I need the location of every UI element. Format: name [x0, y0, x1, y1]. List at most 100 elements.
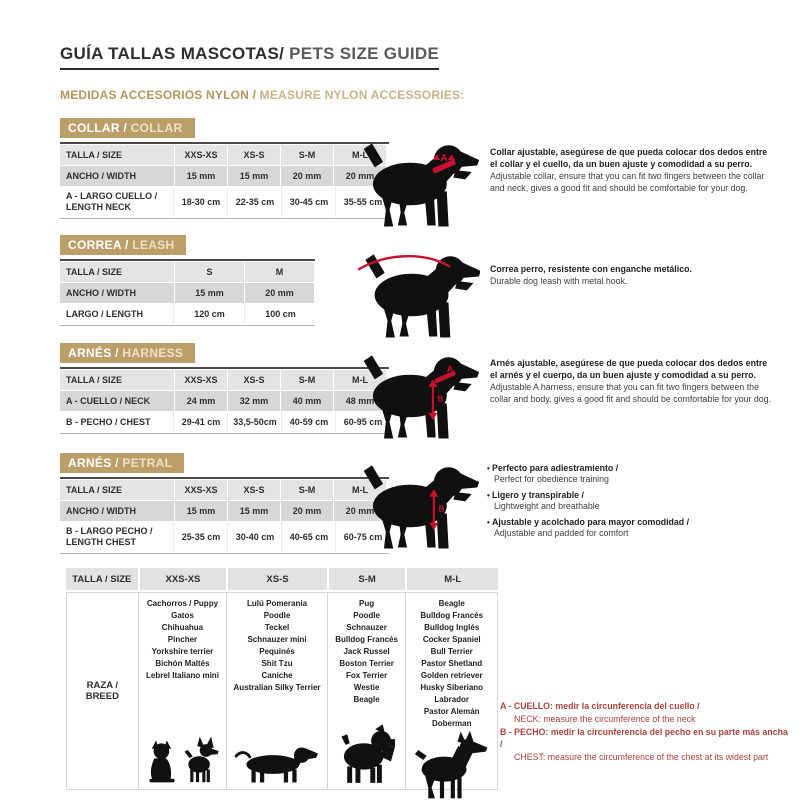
- harness-description: Arnés ajustable, asegúrese de que pueda …: [490, 358, 774, 406]
- table-cell: 20 mm: [245, 283, 314, 303]
- table-header-cell: M: [245, 262, 314, 282]
- table-cell: 60-75 cm: [337, 522, 389, 552]
- table-row: LARGO / LENGTH 120 cm 100 cm: [60, 304, 315, 324]
- collar-measure-mark-icon: A: [432, 153, 456, 174]
- table-row: ANCHO / WIDTH 15 mm 15 mm 20 mm 20 mm: [60, 166, 389, 186]
- table-header-cell: TALLA / SIZE: [60, 262, 174, 282]
- feature-es: Ajustable y acolchado para mayor comodid…: [487, 517, 779, 528]
- measure-letter-b: B: [438, 504, 444, 514]
- table-header-cell: XXS-XS: [175, 145, 227, 165]
- table-cell: 15 mm: [175, 501, 227, 521]
- badge-label-es: CORREA /: [68, 238, 129, 252]
- table-cell: 32 mm: [228, 391, 280, 411]
- harness-measure-mark-icon: A B: [428, 364, 456, 420]
- table-cell: 60-95 cm: [337, 412, 389, 432]
- table-cell: 30-45 cm: [283, 187, 336, 217]
- page-subtitle-es: MEDIDAS ACCESORIOS NYLON /: [60, 88, 260, 102]
- feature-es: Ligero y transpirable /: [487, 490, 779, 501]
- page-subtitle: MEDIDAS ACCESORIOS NYLON / MEASURE NYLON…: [60, 88, 464, 102]
- leash-desc-en: Durable dog leash with metal hook.: [490, 275, 628, 286]
- breed-table-body: RAZA / BREED Cachorros / Puppy Gatos Chi…: [66, 592, 498, 799]
- breed-list: Pug Poodle Schnauzer Bulldog Francés Jac…: [335, 599, 398, 704]
- table-cell: 25-35 cm: [175, 522, 228, 552]
- breed-silhouettes: [334, 723, 400, 789]
- badge-label-en: COLLAR: [127, 121, 183, 135]
- doberman-icon: [414, 730, 488, 799]
- table-header-cell: XXS-XS: [175, 480, 227, 500]
- dog-leash-illustration: [356, 247, 481, 348]
- page-title-es: GUÍA TALLAS MASCOTAS/: [60, 44, 285, 63]
- table-row: ANCHO / WIDTH 15 mm 20 mm: [60, 283, 315, 303]
- table-header-cell: S-M: [328, 568, 406, 590]
- breed-size-table: TALLA / SIZE XXS-XS XS-S S-M M-L RAZA / …: [66, 568, 498, 799]
- table-header-cell: S: [175, 262, 244, 282]
- petral-size-table: TALLA / SIZE XXS-XS XS-S S-M M-L ANCHO /…: [60, 477, 389, 554]
- page-title-en: PETS SIZE GUIDE: [284, 44, 440, 63]
- leash-size-table: TALLA / SIZE S M ANCHO / WIDTH 15 mm 20 …: [60, 259, 315, 326]
- table-header-cell: XS-S: [228, 480, 280, 500]
- row-label: B - LARGO PECHO / LENGTH CHEST: [60, 522, 174, 552]
- measure-letter-a: A: [447, 364, 454, 374]
- petral-feature-list: Perfecto para adiestramiento / Perfect f…: [487, 463, 779, 544]
- table-header-cell: S-M: [281, 145, 333, 165]
- table-cell: 120 cm: [175, 304, 245, 324]
- table-header-cell: TALLA / SIZE: [60, 145, 174, 165]
- table-cell: 24 mm: [175, 391, 227, 411]
- dachshund-icon: [234, 747, 318, 783]
- dog-petral-illustration: B: [360, 458, 480, 559]
- row-label: LARGO / LENGTH: [60, 304, 174, 324]
- badge-label-en: HARNESS: [118, 346, 184, 360]
- measure-letter-b: B: [438, 394, 444, 404]
- table-cell: 29-41 cm: [175, 412, 228, 432]
- table-cell: 100 cm: [246, 304, 315, 324]
- cat-icon: [149, 740, 176, 783]
- page-subtitle-en: MEASURE NYLON ACCESSORIES:: [259, 88, 465, 102]
- table-header-row: TALLA / SIZE XXS-XS XS-S S-M M-L: [60, 370, 389, 390]
- breed-row-label-cell: RAZA / BREED: [67, 593, 139, 789]
- table-cell: 40-65 cm: [283, 522, 336, 552]
- row-label: A - CUELLO / NECK: [60, 391, 174, 411]
- badge-label-es: ARNÉS /: [68, 456, 119, 470]
- dog-silhouette-icon: A: [363, 143, 480, 227]
- table-header-cell: S-M: [281, 370, 333, 390]
- feature-item: Ligero y transpirable / Lightweight and …: [487, 490, 779, 513]
- breed-list: Beagle Bulldog Francés Bulldog Inglés Co…: [420, 599, 484, 728]
- measure-letter-a: A: [440, 153, 448, 164]
- badge-label-en: PETRAL: [118, 456, 173, 470]
- leash-description: Correa perro, resistente con enganche me…: [490, 264, 774, 288]
- note-b-en: CHEST: measure the circumference of the …: [514, 752, 769, 762]
- table-cell: 15 mm: [175, 166, 227, 186]
- table-header-cell: XXS-XS: [139, 568, 227, 590]
- table-cell: 22-35 cm: [229, 187, 282, 217]
- breed-cell-xxs-xs: Cachorros / Puppy Gatos Chihuahua Pinche…: [139, 593, 228, 789]
- table-header-cell: S-M: [281, 480, 333, 500]
- leash-desc-es: Correa perro, resistente con enganche me…: [490, 264, 692, 274]
- table-cell: 20 mm: [281, 501, 333, 521]
- table-cell: 40 mm: [281, 391, 333, 411]
- table-header-cell: XS-S: [228, 370, 280, 390]
- breed-cell-xs-s: Lulú Pomerania Poodle Teckel Schnauzer m…: [227, 593, 328, 789]
- table-header-cell: M-L: [407, 568, 498, 590]
- table-cell: 20 mm: [281, 166, 333, 186]
- note-a-en: NECK: measure the circumference of the n…: [514, 713, 696, 724]
- row-label: A - LARGO CUELLO / LENGTH NECK: [60, 187, 174, 217]
- table-header-row: TALLA / SIZE XXS-XS XS-S S-M M-L: [60, 480, 389, 500]
- collar-section-badge: COLLAR / COLLAR: [60, 118, 195, 138]
- badge-label-es: COLLAR /: [68, 121, 128, 135]
- collar-description: Collar ajustable, asegúrese de que pueda…: [490, 147, 774, 195]
- note-a-es: A - CUELLO: medir la circunferencia del …: [500, 701, 700, 711]
- table-header-row: TALLA / SIZE XXS-XS XS-S S-M M-L: [60, 145, 389, 165]
- collar-desc-es: Collar ajustable, asegúrese de que pueda…: [490, 147, 768, 169]
- measurement-notes: A - CUELLO: medir la circunferencia del …: [500, 700, 788, 764]
- breed-silhouettes: [144, 733, 220, 789]
- harness-desc-es: Arnés ajustable, asegúrese de que pueda …: [490, 358, 768, 380]
- breed-cell-s-m: Pug Poodle Schnauzer Bulldog Francés Jac…: [328, 593, 407, 789]
- dog-harness-illustration: A B: [360, 348, 480, 449]
- breed-row-label: RAZA / BREED: [85, 680, 119, 702]
- dog-silhouette-icon: A B: [363, 355, 480, 439]
- table-cell: 40-59 cm: [283, 412, 336, 432]
- badge-label-es: ARNÉS /: [68, 346, 119, 360]
- feature-en: Lightweight and breathable: [494, 501, 600, 512]
- row-label: ANCHO / WIDTH: [60, 166, 174, 186]
